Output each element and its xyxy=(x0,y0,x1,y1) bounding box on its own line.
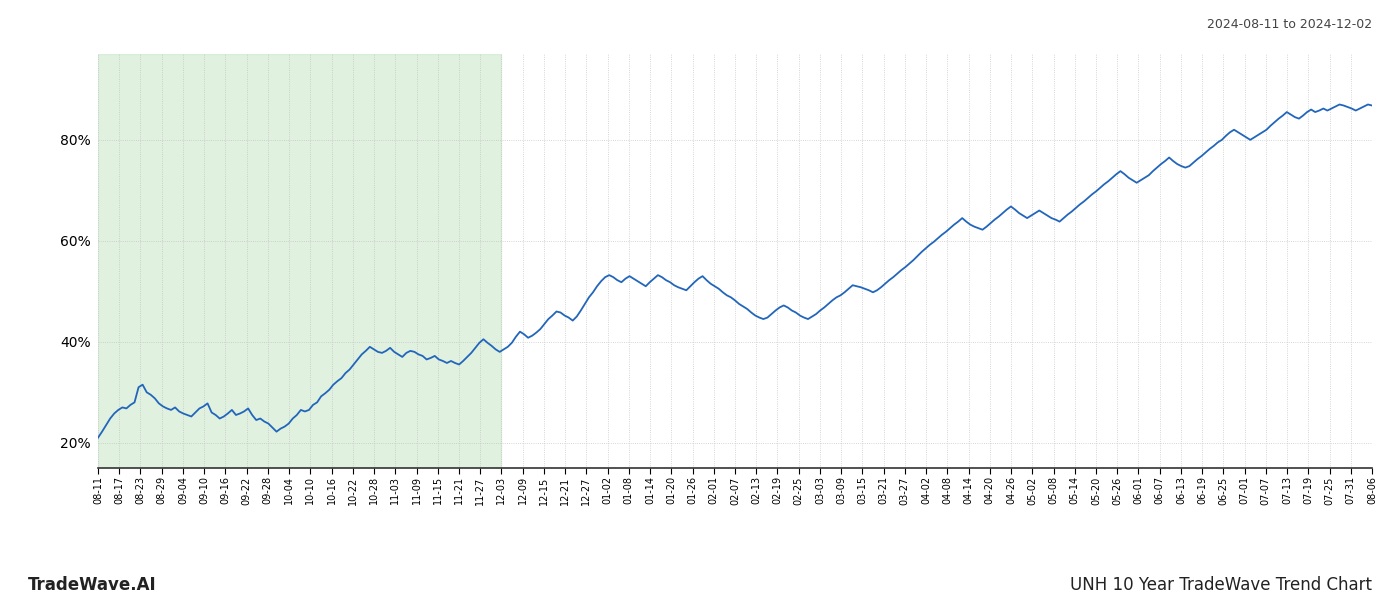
Text: 2024-08-11 to 2024-12-02: 2024-08-11 to 2024-12-02 xyxy=(1207,18,1372,31)
Text: UNH 10 Year TradeWave Trend Chart: UNH 10 Year TradeWave Trend Chart xyxy=(1070,576,1372,594)
Text: TradeWave.AI: TradeWave.AI xyxy=(28,576,157,594)
Bar xyxy=(98,54,501,468)
